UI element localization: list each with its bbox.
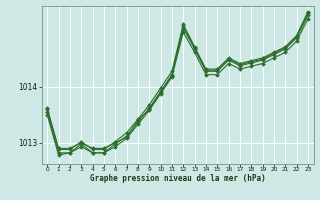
X-axis label: Graphe pression niveau de la mer (hPa): Graphe pression niveau de la mer (hPa) [90, 174, 266, 183]
